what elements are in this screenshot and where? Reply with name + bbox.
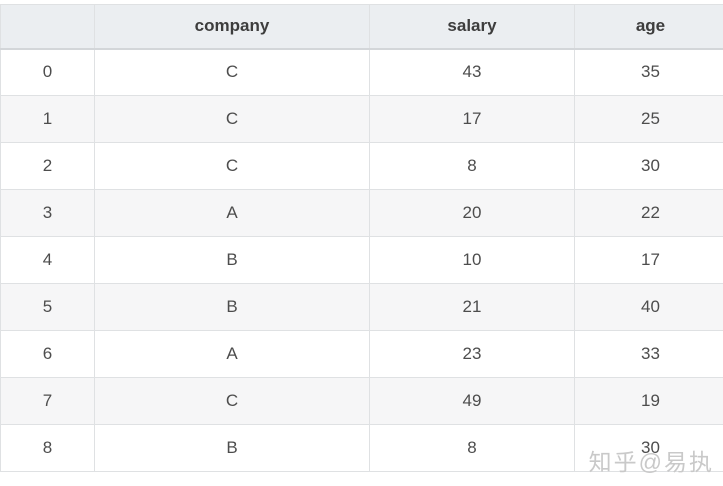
age-cell: 40: [574, 283, 723, 331]
index-cell: 7: [0, 377, 95, 425]
index-cell: 4: [0, 236, 95, 284]
table-row: 7 C 49 19: [0, 377, 723, 425]
header-cell-index: [0, 4, 95, 50]
age-cell: 30: [574, 142, 723, 190]
age-cell: 33: [574, 330, 723, 378]
company-cell: B: [94, 424, 370, 472]
table-row: 4 B 10 17: [0, 236, 723, 284]
company-cell: A: [94, 330, 370, 378]
index-cell: 1: [0, 95, 95, 143]
salary-cell: 8: [369, 142, 575, 190]
company-cell: C: [94, 142, 370, 190]
company-cell: B: [94, 236, 370, 284]
salary-cell: 23: [369, 330, 575, 378]
company-cell: C: [94, 95, 370, 143]
salary-cell: 8: [369, 424, 575, 472]
index-cell: 5: [0, 283, 95, 331]
table-row: 2 C 8 30: [0, 142, 723, 190]
table-row: 3 A 20 22: [0, 189, 723, 237]
company-cell: A: [94, 189, 370, 237]
age-cell: 30: [574, 424, 723, 472]
table-body: 0 C 43 35 1 C 17 25 2 C 8 30 3 A 20 22 4 B 10 17 5 B 21 40 6 A 23 3…: [0, 48, 723, 472]
salary-cell: 20: [369, 189, 575, 237]
salary-cell: 10: [369, 236, 575, 284]
company-cell: B: [94, 283, 370, 331]
index-cell: 3: [0, 189, 95, 237]
company-cell: C: [94, 48, 370, 96]
table-row: 8 B 8 30: [0, 424, 723, 472]
table-row: 5 B 21 40: [0, 283, 723, 331]
age-cell: 35: [574, 48, 723, 96]
index-cell: 8: [0, 424, 95, 472]
table-row: 0 C 43 35: [0, 48, 723, 96]
header-row: company salary age: [0, 4, 723, 50]
header-cell-company: company: [94, 4, 370, 50]
dataframe-table: company salary age 0 C 43 35 1 C 17 25 2 C 8 30 3 A 20…: [0, 4, 723, 472]
age-cell: 19: [574, 377, 723, 425]
company-cell: C: [94, 377, 370, 425]
header-cell-salary: salary: [369, 4, 575, 50]
age-cell: 17: [574, 236, 723, 284]
table-row: 6 A 23 33: [0, 330, 723, 378]
dataframe-table-wrap: company salary age 0 C 43 35 1 C 17 25 2 C 8 30 3 A 20…: [0, 4, 723, 472]
salary-cell: 43: [369, 48, 575, 96]
salary-cell: 17: [369, 95, 575, 143]
salary-cell: 21: [369, 283, 575, 331]
salary-cell: 49: [369, 377, 575, 425]
table-row: 1 C 17 25: [0, 95, 723, 143]
header-cell-age: age: [574, 4, 723, 50]
age-cell: 22: [574, 189, 723, 237]
index-cell: 2: [0, 142, 95, 190]
index-cell: 0: [0, 48, 95, 96]
index-cell: 6: [0, 330, 95, 378]
age-cell: 25: [574, 95, 723, 143]
